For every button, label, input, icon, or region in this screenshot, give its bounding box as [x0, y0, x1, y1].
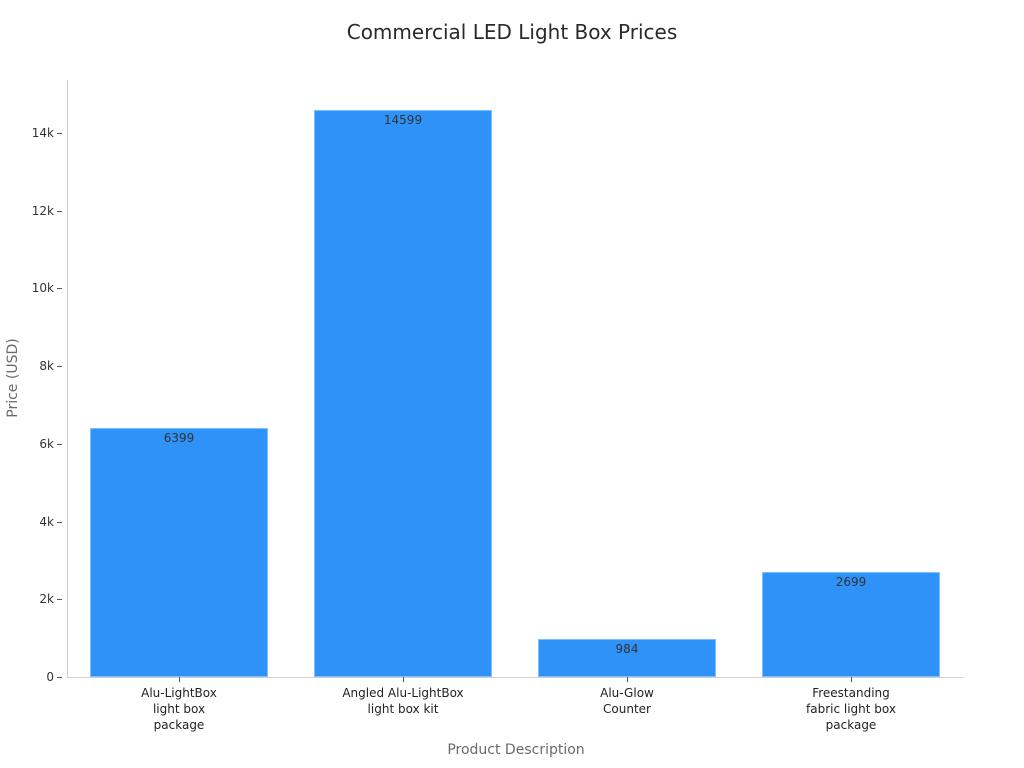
y-tick: 12k	[0, 204, 62, 225]
x-tick-mark	[403, 677, 404, 682]
x-tick-label: Angled Alu-LightBox light box kit	[342, 686, 464, 716]
y-tick-mark	[57, 443, 62, 445]
bar-value-label: 2699	[835, 575, 867, 590]
bar: 2699	[762, 572, 940, 677]
y-tick: 14k	[0, 126, 62, 147]
bar-value-label: 984	[615, 641, 639, 656]
y-tick-label: 6k	[39, 436, 54, 451]
bar: 984	[538, 638, 716, 677]
bar-value-label: 14599	[383, 112, 423, 127]
y-tick: 6k	[0, 437, 62, 458]
x-axis-line	[67, 677, 963, 678]
y-tick-label: 4k	[39, 514, 54, 529]
bar: 14599	[314, 109, 492, 677]
x-tick-label: Alu-Glow Counter	[600, 686, 654, 716]
y-tick: 2k	[0, 592, 62, 613]
x-tick-label: Alu-LightBox light box package	[141, 686, 217, 732]
y-tick-mark	[57, 599, 62, 601]
y-tick-label: 2k	[39, 592, 54, 607]
bar: 6399	[90, 428, 268, 677]
x-tick-label: Freestanding fabric light box package	[806, 686, 896, 732]
y-axis-line	[67, 80, 68, 677]
y-tick: 0	[0, 670, 62, 691]
y-tick-mark	[57, 210, 62, 212]
x-axis-label: Product Description	[447, 742, 585, 758]
y-tick-mark	[57, 288, 62, 290]
x-tick-mark	[179, 677, 180, 682]
y-tick: 4k	[0, 515, 62, 536]
y-tick-mark	[57, 133, 62, 134]
y-tick-mark	[57, 366, 62, 368]
y-tick-mark	[57, 521, 62, 523]
y-tick: 8k	[0, 359, 62, 380]
y-tick: 10k	[0, 281, 62, 302]
y-tick-label: 14k	[31, 126, 54, 140]
y-tick-label: 10k	[31, 281, 54, 296]
y-tick-mark	[57, 677, 62, 678]
y-tick-label: 0	[46, 670, 54, 684]
x-tick-mark	[851, 677, 852, 682]
y-tick-label: 8k	[39, 359, 54, 374]
x-tick-mark	[627, 677, 628, 682]
bar-value-label: 6399	[163, 431, 195, 446]
y-tick-label: 12k	[31, 203, 54, 218]
chart-title: Commercial LED Light Box Prices	[346, 20, 678, 44]
